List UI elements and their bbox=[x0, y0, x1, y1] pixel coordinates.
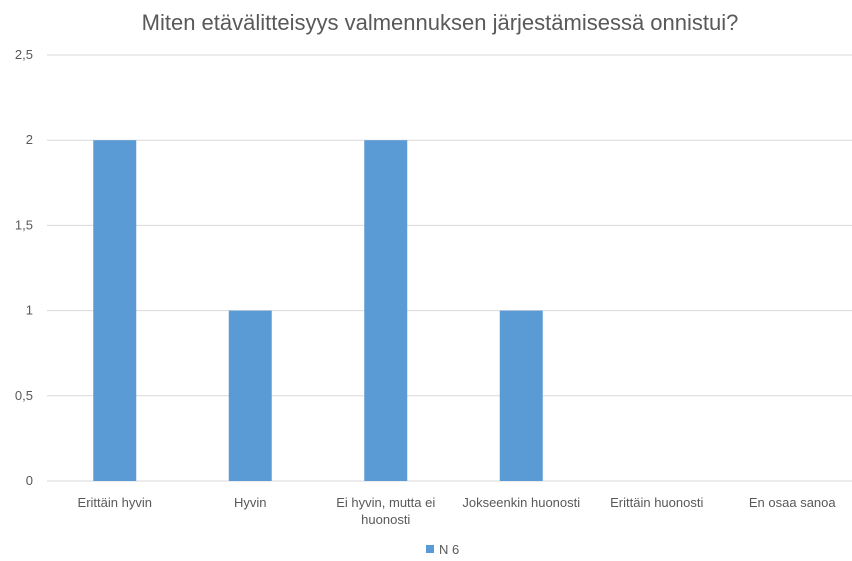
y-axis-ticks: 0 0,5 1 1,5 2 2,5 bbox=[15, 47, 33, 488]
legend: N 6 bbox=[426, 542, 459, 557]
legend-swatch bbox=[426, 545, 434, 553]
x-tick-label: Ei hyvin, mutta ei huonosti bbox=[336, 495, 435, 527]
bar bbox=[93, 140, 137, 481]
y-tick-label: 2 bbox=[26, 132, 33, 147]
bars bbox=[93, 140, 543, 481]
x-axis-labels: Erittäin hyvin Hyvin Ei hyvin, mutta ei huo… bbox=[78, 495, 837, 527]
chart-title: Miten etävälitteisyys valmennuksen järje… bbox=[142, 10, 739, 35]
y-tick-label: 1 bbox=[26, 303, 33, 318]
y-tick-label: 0,5 bbox=[15, 388, 33, 403]
bar bbox=[228, 310, 272, 481]
x-tick-label: Jokseenkin huonosti bbox=[462, 495, 580, 510]
y-tick-label: 1,5 bbox=[15, 217, 33, 232]
bar bbox=[499, 310, 543, 481]
bar bbox=[364, 140, 408, 481]
x-tick-label: Erittäin huonosti bbox=[610, 495, 703, 510]
gridlines bbox=[47, 54, 852, 482]
legend-label: N 6 bbox=[439, 542, 459, 557]
x-tick-label: Hyvin bbox=[234, 495, 267, 510]
x-tick-label: Erittäin hyvin bbox=[78, 495, 152, 510]
y-tick-label: 2,5 bbox=[15, 47, 33, 62]
y-tick-label: 0 bbox=[26, 473, 33, 488]
x-tick-label: En osaa sanoa bbox=[749, 495, 837, 510]
